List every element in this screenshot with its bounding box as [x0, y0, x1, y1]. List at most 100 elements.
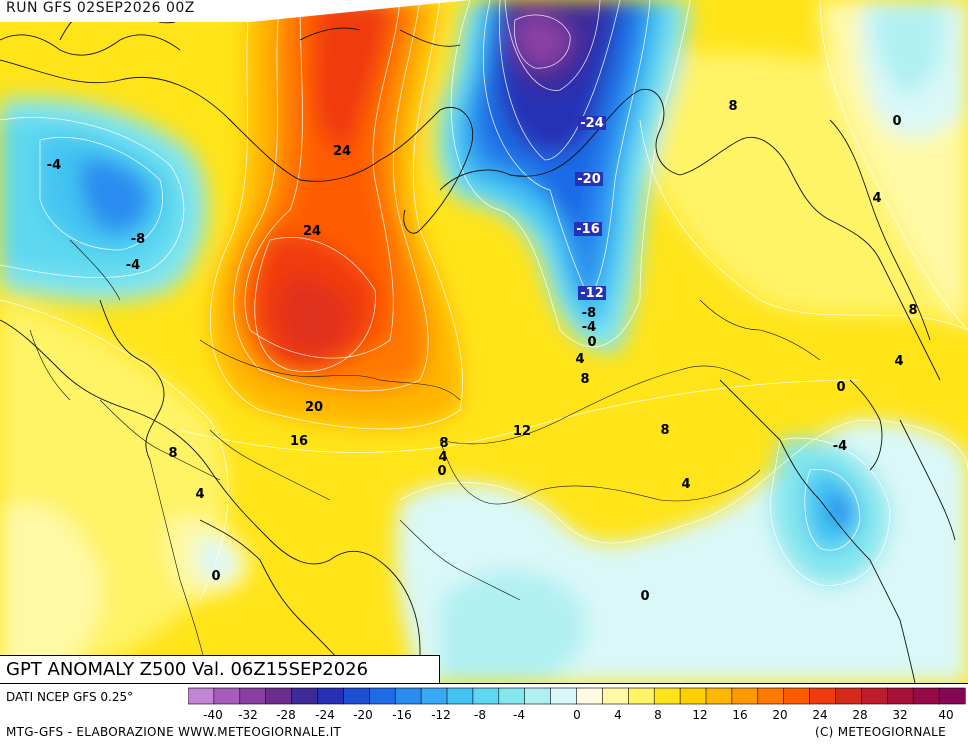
contour-value-label: 0	[640, 589, 649, 604]
legend-swatch	[394, 687, 422, 705]
contour-value-label: -4	[833, 439, 847, 454]
contour-value-label: 24	[333, 144, 351, 159]
contour-label-bg	[578, 116, 606, 130]
legend-swatch	[550, 687, 578, 705]
data-source: DATI NCEP GFS 0.25°	[6, 690, 134, 704]
header-strip	[0, 0, 250, 22]
legend-tick-label: -4	[513, 708, 525, 722]
legend-tick-label: 16	[732, 708, 747, 722]
contour-value-label: -20	[577, 172, 601, 187]
legend-swatch	[731, 687, 759, 705]
legend-swatch	[679, 687, 707, 705]
contour-value-label: -4	[47, 158, 61, 173]
legend-swatch	[835, 687, 863, 705]
credit-left: MTG-GFS - ELABORAZIONE WWW.METEOGIORNALE…	[6, 725, 342, 739]
contour-value-label: 8	[908, 303, 917, 318]
legend-swatch	[420, 687, 448, 705]
contour-value-label: 8	[728, 99, 737, 114]
contour-value-label: 8	[439, 436, 448, 451]
legend-swatch	[524, 687, 552, 705]
legend-swatch	[291, 687, 319, 705]
borders	[29, 239, 821, 683]
contour-value-label: -12	[580, 286, 604, 301]
legend-tick-label: -20	[353, 708, 373, 722]
legend-tick-label: 24	[812, 708, 827, 722]
contour-value-label: 0	[587, 335, 596, 350]
legend-tick-label: 8	[654, 708, 662, 722]
anomaly-fields	[0, 0, 968, 683]
run-label: RUN GFS 02SEP2026 00Z	[6, 0, 195, 16]
contour-value-label: -8	[582, 306, 596, 321]
contour-value-label: 8	[580, 372, 589, 387]
legend-swatch	[498, 687, 526, 705]
contour-value-label: -4	[126, 258, 140, 273]
contour-lines	[0, 0, 968, 601]
contour-label-bg	[578, 286, 606, 300]
legend-tick-label: 28	[852, 708, 867, 722]
legend-tick-label: -32	[238, 708, 258, 722]
credit-right: (C) METEOGIORNALE	[814, 725, 946, 739]
title-box: GPT ANOMALY Z500 Val. 06Z15SEP2026	[0, 655, 440, 684]
contour-value-label: 0	[437, 464, 446, 479]
contour-value-label: 8	[660, 423, 669, 438]
legend-swatch	[343, 687, 370, 705]
contour-value-label: 8	[168, 446, 177, 461]
legend-swatch	[446, 687, 474, 705]
legend-swatch	[317, 687, 345, 705]
contour-value-label: 20	[305, 400, 323, 415]
contour-value-label: 0	[892, 114, 901, 129]
contour-value-label: -24	[580, 116, 604, 131]
legend-swatch	[783, 687, 811, 705]
contour-value-label: 4	[894, 354, 903, 369]
legend-tick-label: -8	[474, 708, 486, 722]
legend-swatch	[213, 687, 241, 705]
legend-swatch	[861, 687, 888, 705]
legend-tick-label: 20	[772, 708, 787, 722]
legend-swatch	[472, 687, 500, 705]
legend-swatch	[265, 687, 293, 705]
legend-swatch	[627, 687, 655, 705]
legend-tick-label: -16	[392, 708, 412, 722]
legend-swatch	[653, 687, 681, 705]
legend-tick-label: -28	[276, 708, 296, 722]
footer: DATI NCEP GFS 0.25° -40 -32 -28 -24 -20 -16 -1…	[0, 683, 968, 746]
legend-tick-label: 0	[573, 708, 581, 722]
contour-value-label: 12	[513, 424, 531, 439]
legend-swatch	[809, 687, 837, 705]
contour-value-label: 4	[195, 487, 204, 502]
contour-value-label: 4	[681, 477, 690, 492]
contour-value-label: 16	[290, 434, 308, 449]
legend-swatch	[912, 687, 940, 705]
legend-swatch	[239, 687, 267, 705]
color-legend: -40 -32 -28 -24 -20 -16 -12 -8 -4 0 4 8 12 16 20 24 28 32…	[188, 687, 966, 722]
anomaly-map: 2424201612888888444444000000-4-4-8-4-24-…	[0, 0, 968, 683]
legend-swatch	[886, 687, 914, 705]
legend-tick-label: 32	[892, 708, 907, 722]
contour-value-label: 0	[211, 569, 220, 584]
legend-swatch	[576, 687, 604, 705]
contour-value-label: 24	[303, 224, 321, 239]
legend-swatch	[602, 687, 629, 705]
legend-tick-label: 40	[938, 708, 953, 722]
contour-value-label: -16	[576, 222, 600, 237]
contour-value-label: 0	[836, 380, 845, 395]
contour-value-label: 4	[872, 191, 881, 206]
legend-swatch	[938, 687, 966, 705]
contour-value-label: 4	[575, 352, 584, 367]
legend-swatch	[188, 687, 215, 705]
legend-tick-label: 4	[614, 708, 622, 722]
legend-swatch	[705, 687, 733, 705]
contour-value-labels: 2424201612888888444444000000-4-4-8-4-24-…	[47, 99, 918, 604]
legend-tick-label: -40	[203, 708, 223, 722]
legend-swatch	[757, 687, 785, 705]
legend-tick-label: -12	[431, 708, 451, 722]
legend-swatch	[369, 687, 396, 705]
map-title: GPT ANOMALY Z500 Val. 06Z15SEP2026	[6, 659, 369, 680]
contour-value-label: -4	[582, 320, 596, 335]
legend-tick-label: -24	[315, 708, 335, 722]
contour-value-label: -8	[131, 232, 145, 247]
legend-tick-label: 12	[692, 708, 707, 722]
contour-value-label: 4	[438, 450, 447, 465]
contour-label-bg	[574, 222, 602, 236]
contour-label-bg	[575, 172, 603, 186]
